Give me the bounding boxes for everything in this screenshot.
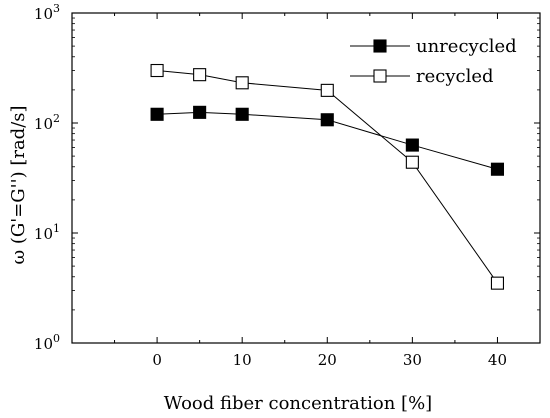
x-tick-label: 40 xyxy=(488,351,507,369)
y-tick-exponent: 3 xyxy=(53,2,60,15)
legend-marker-recycled xyxy=(373,69,387,83)
data-point-unrecycled xyxy=(235,107,249,121)
y-axis-title: ω (G'=G'') [rad/s] xyxy=(8,105,29,264)
x-tick-label: 0 xyxy=(152,351,162,369)
data-point-recycled xyxy=(193,68,207,82)
legend: unrecycled recycled xyxy=(350,36,517,87)
plot-frame-rect xyxy=(71,12,541,344)
y-tick-label: 102 xyxy=(34,112,60,133)
data-point-unrecycled xyxy=(320,113,334,127)
y-tick-exponent: 1 xyxy=(53,222,60,235)
data-point-unrecycled xyxy=(490,162,505,176)
legend-label-recycled: recycled xyxy=(416,66,494,87)
y-tick-exponent: 0 xyxy=(53,332,60,345)
data-point-recycled xyxy=(405,155,419,169)
data-point-recycled xyxy=(235,76,249,90)
plot-frame xyxy=(71,12,541,344)
legend-marker-unrecycled xyxy=(373,39,387,53)
series-line-unrecycled xyxy=(157,111,498,170)
x-tick-label: 20 xyxy=(318,351,337,369)
series-layer xyxy=(150,63,505,290)
data-point-recycled xyxy=(320,83,334,97)
series-line-recycled xyxy=(157,70,498,284)
x-tick-label: 10 xyxy=(233,351,252,369)
legend-label-unrecycled: unrecycled xyxy=(416,36,517,57)
y-tick-label: 103 xyxy=(34,2,60,23)
data-point-recycled xyxy=(150,63,164,78)
y-tick-label: 101 xyxy=(34,222,60,243)
x-axis-title: Wood fiber concentration [%] xyxy=(164,393,432,414)
x-tick-label: 30 xyxy=(403,351,422,369)
y-tick-exponent: 2 xyxy=(53,112,60,125)
data-point-unrecycled xyxy=(193,105,207,119)
data-point-unrecycled xyxy=(405,138,419,152)
data-point-recycled xyxy=(490,276,505,290)
data-point-unrecycled xyxy=(150,107,164,121)
y-tick-label: 100 xyxy=(34,332,60,353)
